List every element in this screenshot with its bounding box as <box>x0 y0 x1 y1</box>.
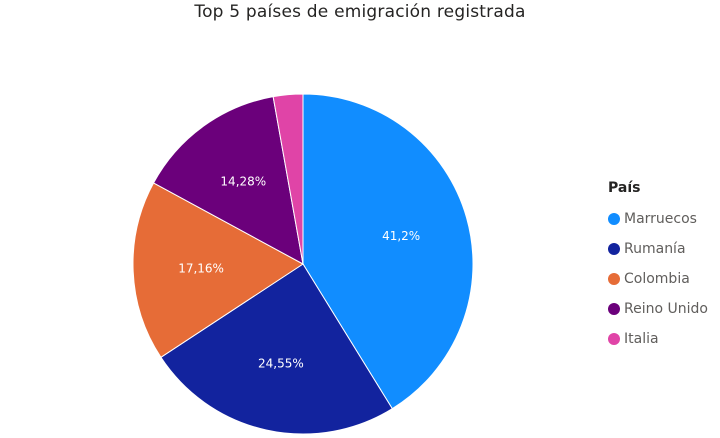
data-label-marruecos: 41,2% <box>382 229 420 243</box>
legend-swatch-icon <box>608 273 620 285</box>
legend-swatch-icon <box>608 333 620 345</box>
legend-title: País <box>608 180 641 196</box>
legend-swatch-icon <box>608 213 620 225</box>
pie-slice-colombia[interactable] <box>132 182 304 359</box>
legend-swatch-icon <box>608 303 620 315</box>
legend-label: Italia <box>624 331 659 347</box>
data-label-reino-unido: 14,28% <box>220 174 266 188</box>
data-label-colombia: 17,16% <box>178 261 224 275</box>
legend-item-marruecos[interactable]: Marruecos <box>608 204 708 234</box>
chart-title: Top 5 países de emigración registrada <box>194 2 526 22</box>
legend-items: Marruecos Rumanía Colombia Reino Unido Itali… <box>608 204 708 354</box>
pie-slice-ruman-a[interactable] <box>160 263 393 435</box>
legend-item-italia[interactable]: Italia <box>608 324 708 354</box>
legend-item-reino-unido[interactable]: Reino Unido <box>608 294 708 324</box>
legend-item-colombia[interactable]: Colombia <box>608 264 708 294</box>
pie-slice-italia[interactable] <box>272 93 304 265</box>
data-label-ruman-a: 24,55% <box>258 357 304 371</box>
legend-item-ruman-a[interactable]: Rumanía <box>608 234 708 264</box>
legend-label: Marruecos <box>624 211 697 227</box>
pie-slice-reino-unido[interactable] <box>152 96 304 265</box>
legend-label: Reino Unido <box>624 301 708 317</box>
legend-label: Colombia <box>624 271 690 287</box>
legend-swatch-icon <box>608 243 620 255</box>
legend: País Marruecos Rumanía Colombia Reino Unido… <box>608 180 708 354</box>
pie-slice-marruecos[interactable] <box>302 93 474 410</box>
pie-slice-labels: 41,2% 24,55% 17,16% 14,28% <box>178 174 420 370</box>
legend-label: Rumanía <box>624 241 686 257</box>
pie-slices <box>132 93 474 435</box>
